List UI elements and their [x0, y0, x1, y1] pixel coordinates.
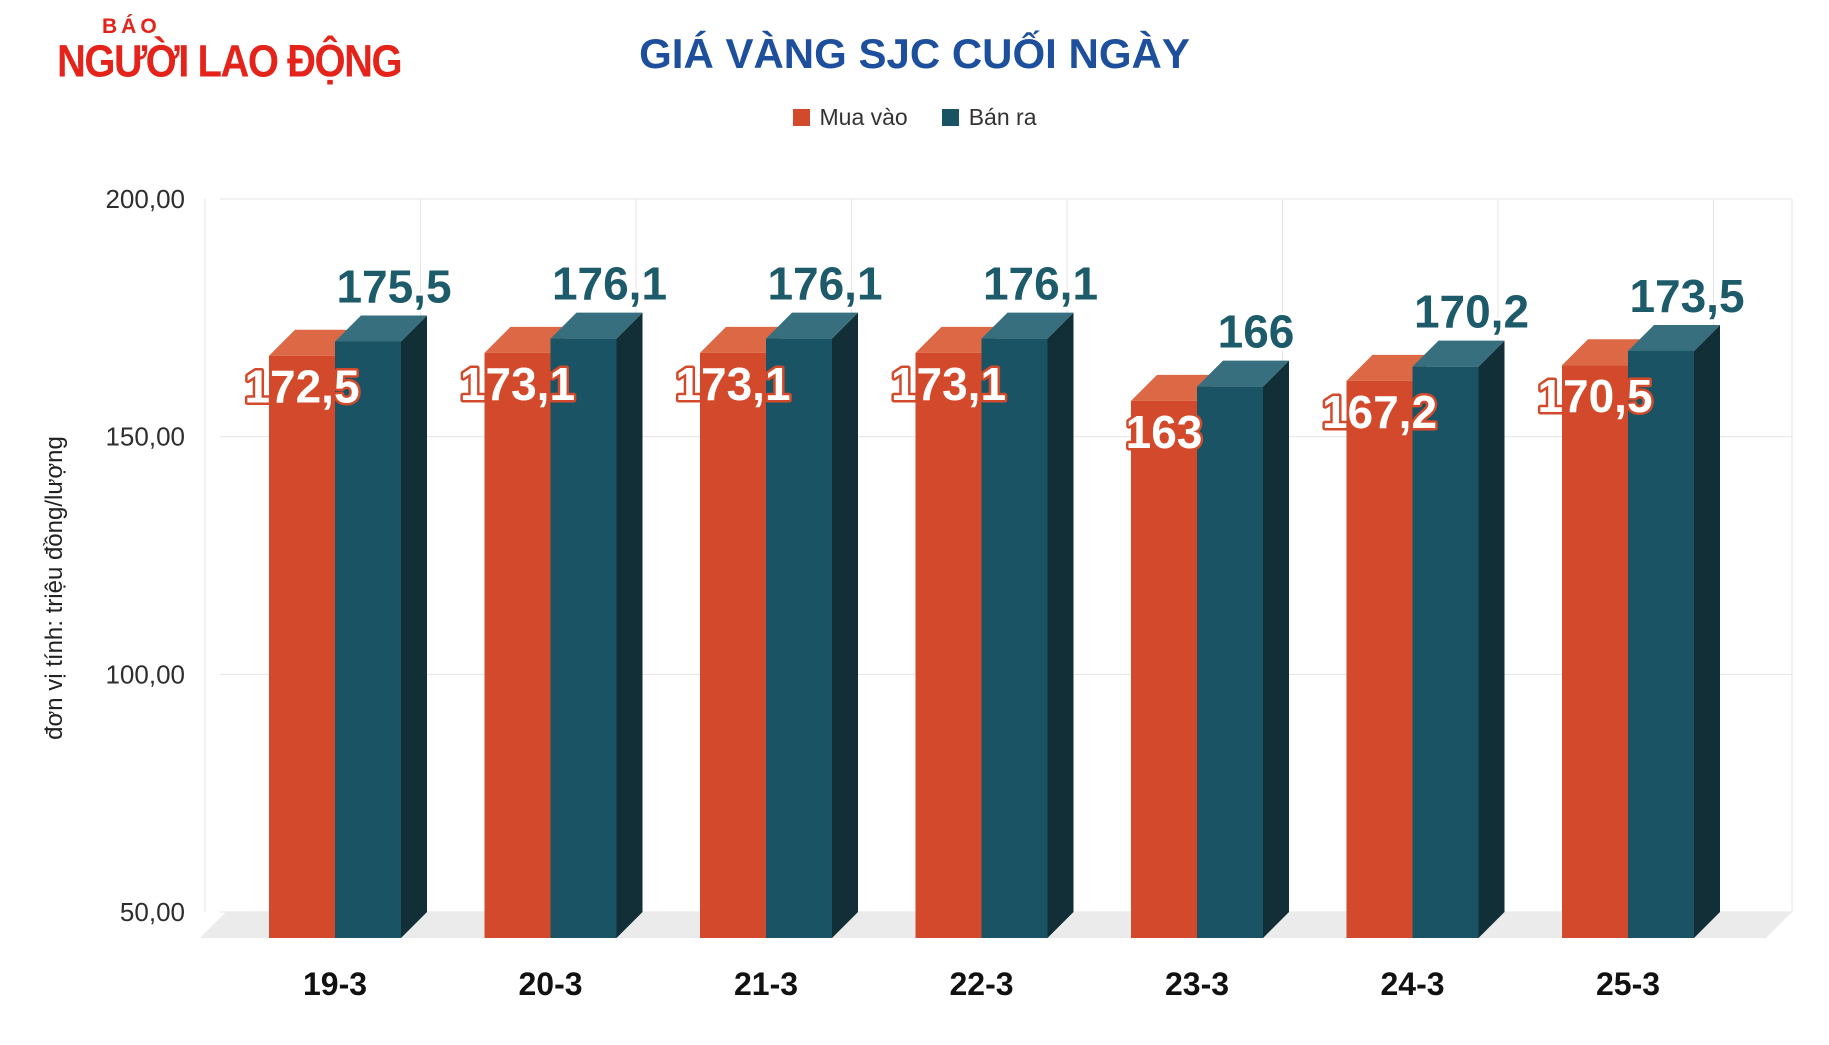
x-axis-label-20-3: 20-3 — [518, 966, 582, 1002]
bar-buy-25-3 — [1562, 365, 1628, 938]
value-label-buy-19-3: 172,5 — [244, 361, 359, 413]
value-label-buy-23-3: 163 — [1126, 406, 1203, 458]
bar-sell-side-22-3 — [1047, 312, 1074, 938]
bar-sell-top-20-3 — [550, 312, 643, 339]
legend-item-buy: Mua vào — [792, 104, 908, 131]
chart-legend: Mua vào Bán ra — [0, 104, 1829, 131]
legend-label-buy: Mua vào — [819, 104, 908, 130]
bar-sell-25-3 — [1628, 350, 1694, 938]
bar-sell-side-20-3 — [616, 312, 643, 938]
ytick-label-200: 200,00 — [105, 184, 185, 214]
value-label-buy-20-3: 173,1 — [460, 358, 575, 410]
bar-sell-21-3 — [766, 338, 832, 938]
bar-sell-20-3 — [550, 338, 617, 938]
x-axis-label-23-3: 23-3 — [1165, 966, 1229, 1002]
bar-sell-top-24-3 — [1412, 340, 1505, 367]
x-axis-label-19-3: 19-3 — [303, 966, 367, 1002]
value-label-buy-22-3: 173,1 — [891, 358, 1006, 410]
value-label-sell-19-3: 175,5 — [336, 260, 451, 312]
ytick-label-150: 150,00 — [105, 422, 185, 452]
x-axis-label-22-3: 22-3 — [949, 966, 1013, 1002]
bar-sell-top-19-3 — [335, 315, 427, 342]
legend-swatch-sell-icon — [941, 109, 959, 126]
logo-name-text: NGƯỜI LAO ĐỘNG — [57, 36, 403, 87]
nld-logo: BÁO NGƯỜI LAO ĐỘNG — [57, 15, 403, 85]
bar-sell-top-23-3 — [1197, 360, 1289, 387]
chart-title: GIÁ VÀNG SJC CUỐI NGÀY — [639, 30, 1190, 77]
bar-sell-top-21-3 — [766, 312, 858, 339]
value-label-buy-25-3: 170,5 — [1537, 370, 1652, 422]
legend-swatch-buy-icon — [792, 109, 810, 126]
legend-label-sell: Bán ra — [968, 104, 1037, 130]
bar-sell-side-23-3 — [1263, 360, 1289, 938]
value-label-sell-23-3: 166 — [1218, 306, 1295, 358]
ytick-label-100: 100,00 — [105, 659, 185, 689]
bar-sell-19-3 — [335, 341, 401, 938]
x-axis-label-21-3: 21-3 — [734, 966, 798, 1002]
bar-sell-side-25-3 — [1694, 324, 1720, 938]
legend-item-sell: Bán ra — [941, 104, 1037, 131]
value-label-sell-21-3: 176,1 — [767, 258, 882, 310]
bar-buy-24-3 — [1346, 380, 1413, 939]
value-label-sell-22-3: 176,1 — [983, 258, 1098, 310]
x-axis-label-24-3: 24-3 — [1380, 966, 1444, 1002]
value-label-buy-24-3: 167,2 — [1322, 386, 1437, 438]
bar-sell-side-24-3 — [1478, 340, 1505, 939]
bar-buy-21-3 — [700, 352, 766, 939]
bar-sell-24-3 — [1412, 366, 1479, 939]
value-label-buy-21-3: 173,1 — [675, 358, 790, 410]
bar-buy-19-3 — [269, 355, 335, 938]
logo-bao-text: BÁO — [102, 15, 161, 38]
bar-sell-side-21-3 — [832, 312, 858, 938]
x-axis-label-25-3: 25-3 — [1596, 966, 1660, 1002]
bar-sell-22-3 — [981, 338, 1048, 938]
bar-buy-23-3 — [1131, 400, 1197, 939]
bar-sell-23-3 — [1197, 386, 1263, 938]
value-label-sell-24-3: 170,2 — [1414, 286, 1529, 338]
value-label-sell-20-3: 176,1 — [552, 258, 667, 310]
bar-sell-side-19-3 — [401, 315, 427, 938]
y-axis-title: đơn vị tính: triệu đồng/lượng — [41, 436, 68, 740]
ytick-label-50: 50,00 — [120, 897, 185, 927]
bar-sell-top-25-3 — [1628, 324, 1720, 351]
bar-buy-20-3 — [484, 352, 551, 939]
bar-buy-22-3 — [915, 352, 982, 939]
bar-sell-top-22-3 — [981, 312, 1074, 339]
value-label-sell-25-3: 173,5 — [1629, 270, 1744, 322]
